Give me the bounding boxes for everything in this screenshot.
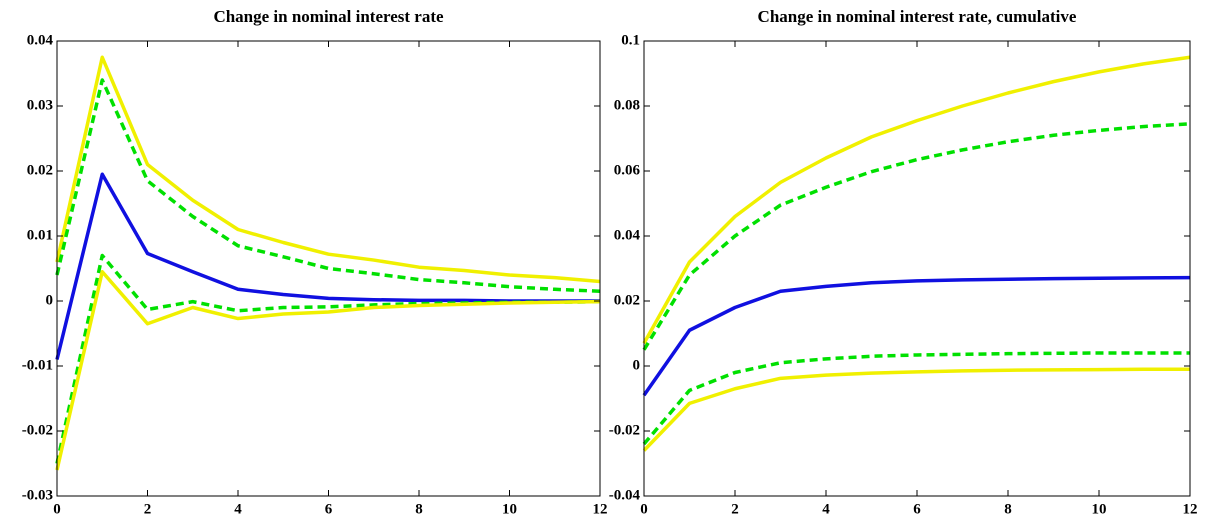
series-line — [642, 351, 1190, 446]
y-tick-label: -0.02 — [22, 422, 53, 438]
y-tick-label: 0.06 — [614, 162, 641, 178]
series-line — [55, 172, 600, 360]
x-tick-label: 12 — [1183, 501, 1198, 517]
y-tick-label: 0.04 — [27, 32, 54, 48]
x-tick-label: 0 — [53, 501, 61, 517]
x-tick-label: 6 — [325, 501, 333, 517]
x-tick-label: 2 — [731, 501, 739, 517]
y-tick-label: 0.02 — [27, 162, 53, 178]
y-tick-label: 0 — [46, 292, 54, 308]
x-tick-label: 4 — [234, 501, 242, 517]
x-tick-label: 10 — [1092, 501, 1107, 517]
x-tick-label: 8 — [415, 501, 423, 517]
y-tick-label: 0.03 — [27, 97, 53, 113]
series-line — [642, 275, 1191, 397]
x-tick-label: 10 — [502, 501, 517, 517]
y-tick-label: -0.03 — [22, 487, 53, 503]
y-tick-label: -0.02 — [609, 422, 640, 438]
y-tick-label: 0.08 — [614, 97, 640, 113]
y-tick-label: 0.1 — [621, 32, 640, 48]
x-tick-label: 2 — [144, 501, 152, 517]
chart-title: Change in nominal interest rate, cumulat… — [758, 7, 1077, 26]
series-line — [55, 55, 601, 284]
y-tick-label: 0 — [633, 357, 641, 373]
x-tick-label: 6 — [913, 501, 921, 517]
x-tick-label: 8 — [1004, 501, 1012, 517]
x-tick-label: 0 — [640, 501, 648, 517]
y-tick-label: -0.04 — [609, 487, 641, 503]
series-line — [55, 270, 601, 471]
plot-area — [57, 41, 600, 496]
series-line — [642, 367, 1190, 452]
x-tick-label: 4 — [822, 501, 830, 517]
y-tick-label: 0.04 — [614, 227, 641, 243]
series-line — [642, 55, 1191, 345]
y-tick-label: -0.01 — [22, 357, 53, 373]
y-tick-label: 0.02 — [614, 292, 640, 308]
series-line — [642, 122, 1191, 351]
chart-title: Change in nominal interest rate — [213, 7, 444, 26]
plot-area — [644, 41, 1190, 496]
y-tick-label: 0.01 — [27, 227, 53, 243]
x-tick-label: 12 — [593, 501, 608, 517]
